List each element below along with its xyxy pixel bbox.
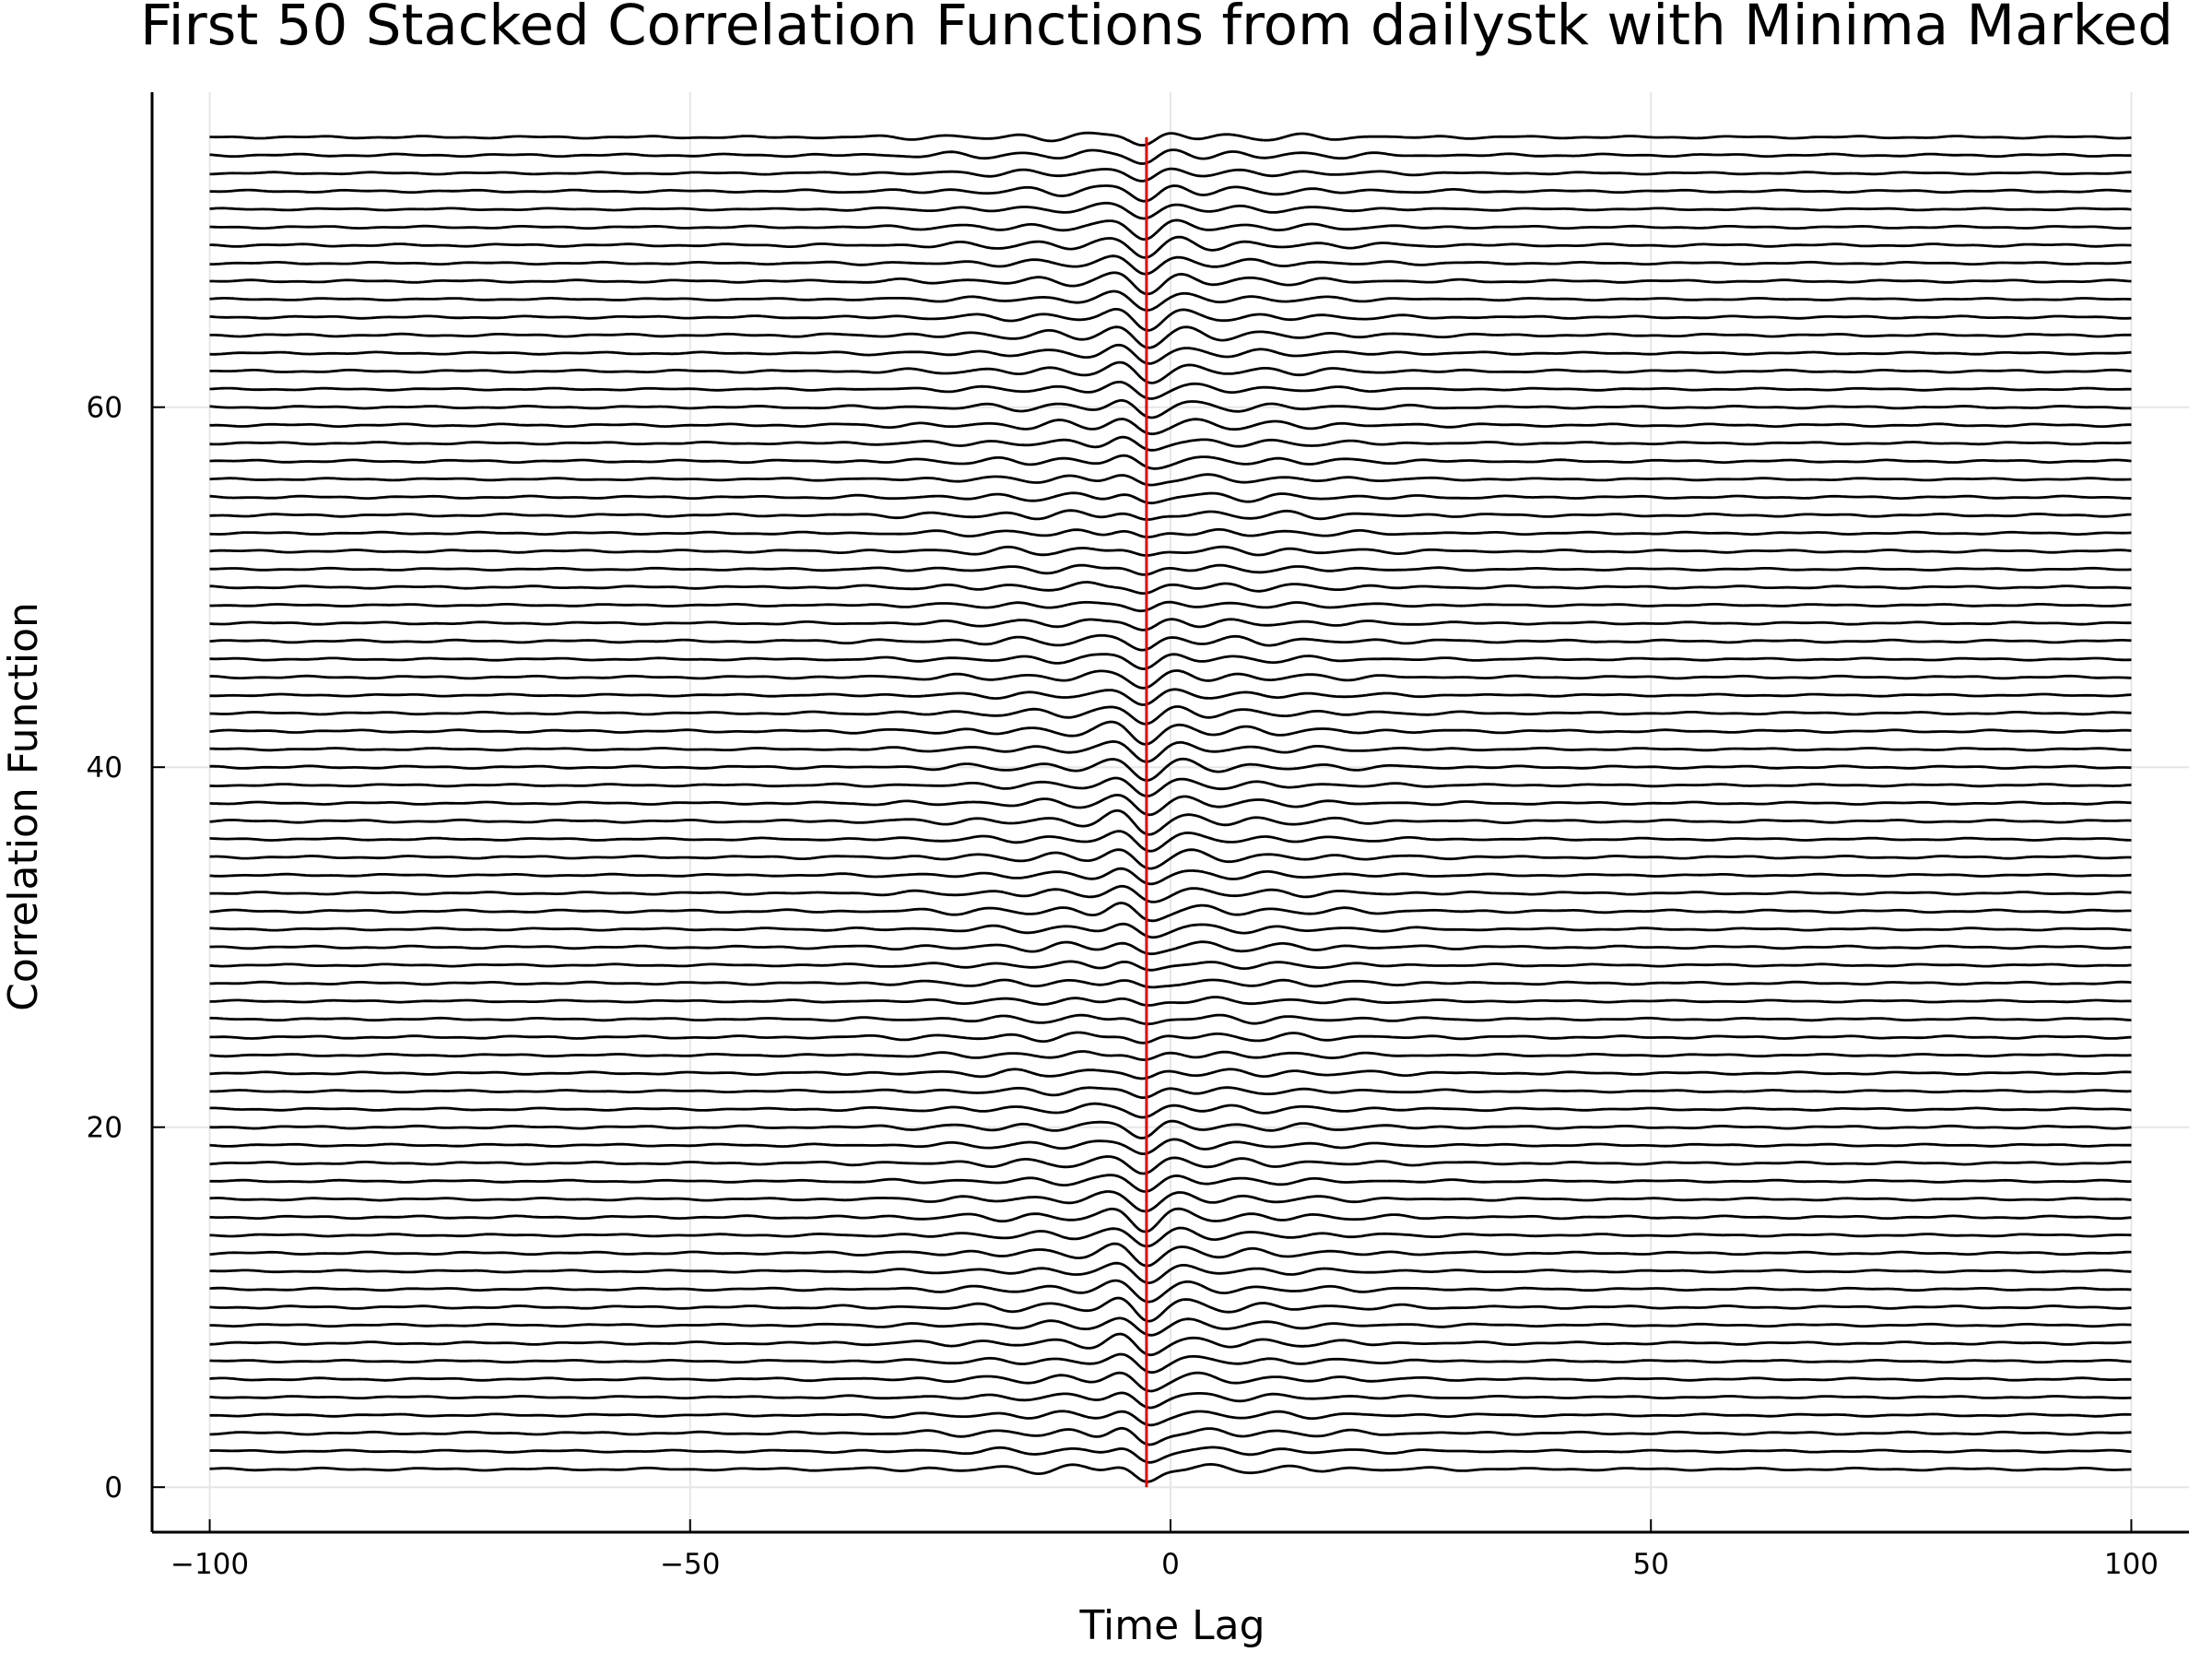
correlation-trace: [209, 902, 2132, 923]
y-axis-title: Correlation Function: [0, 602, 47, 1011]
x-tick-label: 0: [1161, 1548, 1180, 1581]
correlation-trace: [209, 184, 2132, 203]
correlation-trace: [209, 399, 2132, 419]
correlation-trace: [209, 633, 2132, 652]
correlation-trace: [209, 740, 2132, 763]
correlation-trace: [209, 1296, 2132, 1323]
correlation-trace: [209, 360, 2132, 384]
y-tick-label: 0: [104, 1471, 123, 1505]
x-tick-label: −100: [171, 1548, 249, 1581]
correlation-trace: [209, 705, 2132, 726]
correlation-trace: [209, 1190, 2132, 1213]
correlation-trace: [209, 1031, 2132, 1044]
correlation-trace: [209, 867, 2132, 886]
x-tick-label: 100: [2104, 1548, 2159, 1581]
correlation-trace: [209, 289, 2132, 312]
correlation-trace: [209, 1226, 2132, 1248]
correlation-trace: [209, 940, 2132, 956]
correlation-trace: [209, 1013, 2132, 1026]
correlation-trace: [209, 1426, 2132, 1446]
correlation-trace: [209, 669, 2132, 690]
correlation-trace: [209, 1174, 2132, 1193]
correlation-trace: [209, 1207, 2132, 1233]
correlation-trace: [209, 600, 2132, 613]
correlation-trace: [209, 167, 2132, 183]
y-tick-label: 20: [87, 1112, 123, 1145]
correlation-trace: [209, 960, 2132, 972]
grid-layer: [152, 92, 2189, 1532]
correlation-trace: [209, 148, 2132, 165]
correlation-trace: [209, 435, 2132, 452]
correlation-trace: [209, 254, 2132, 276]
correlation-trace: [209, 1261, 2132, 1284]
correlation-trace: [209, 1102, 2132, 1119]
correlation-trace: [209, 1050, 2132, 1061]
correlation-trace: [209, 509, 2132, 521]
correlation-trace: [209, 473, 2132, 487]
correlation-trace: [209, 1279, 2132, 1304]
ticks-layer: −100 −50 0 50 100 0 20 40 60: [87, 392, 2159, 1581]
x-axis-title: Time Lag: [1078, 1602, 1265, 1649]
correlation-trace: [209, 720, 2132, 746]
correlation-trace: [209, 1352, 2132, 1375]
correlation-trace: [209, 1391, 2132, 1410]
chart-title: First 50 Stacked Correlation Functions f…: [140, 0, 2173, 58]
correlation-trace: [209, 830, 2132, 853]
correlation-trace: [209, 563, 2132, 576]
correlation-trace: [209, 653, 2132, 670]
correlation-trace: [209, 1138, 2132, 1155]
correlation-trace: [209, 978, 2132, 989]
y-tick-label: 60: [87, 392, 123, 425]
correlation-trace: [209, 1332, 2132, 1357]
correlation-trace: [209, 1410, 2132, 1427]
correlation-trace: [209, 1119, 2132, 1139]
x-tick-label: 50: [1632, 1548, 1668, 1581]
correlation-trace: [209, 1316, 2132, 1337]
correlation-trace: [209, 1463, 2132, 1483]
correlation-trace: [209, 618, 2132, 631]
correlation-trace: [209, 131, 2132, 147]
correlation-trace: [209, 491, 2132, 505]
correlation-trace: [209, 235, 2132, 259]
correlation-trace: [209, 884, 2132, 903]
correlation-trace: [209, 1086, 2132, 1100]
correlation-trace: [209, 757, 2132, 782]
correlation-trace: [209, 218, 2132, 241]
correlation-trace: [209, 325, 2132, 349]
x-tick-label: −50: [660, 1548, 720, 1581]
correlation-trace: [209, 922, 2132, 939]
correlation-trace: [209, 527, 2132, 538]
correlation-trace: [209, 1371, 2132, 1393]
y-tick-label: 40: [87, 751, 123, 785]
correlation-trace: [209, 1068, 2132, 1080]
correlation-trace: [209, 418, 2132, 436]
correlation-trace: [209, 381, 2132, 400]
correlation-trace: [209, 201, 2132, 220]
correlation-trace: [209, 848, 2132, 870]
correlation-trace: [209, 271, 2132, 296]
correlation-trace: [209, 545, 2132, 557]
correlation-trace: [209, 454, 2132, 470]
correlation-trace: [209, 808, 2132, 836]
correlation-trace: [209, 308, 2132, 332]
correlation-trace: [209, 1155, 2132, 1175]
correlation-trace: [209, 1446, 2132, 1464]
traces-layer: [209, 131, 2132, 1483]
correlation-trace: [209, 581, 2132, 596]
correlation-trace: [209, 1242, 2132, 1268]
correlation-trace: [209, 688, 2132, 706]
correlation-trace: [209, 794, 2132, 817]
correlation-trace: [209, 996, 2132, 1007]
correlation-trace: [209, 776, 2132, 797]
correlation-trace: [209, 343, 2132, 365]
